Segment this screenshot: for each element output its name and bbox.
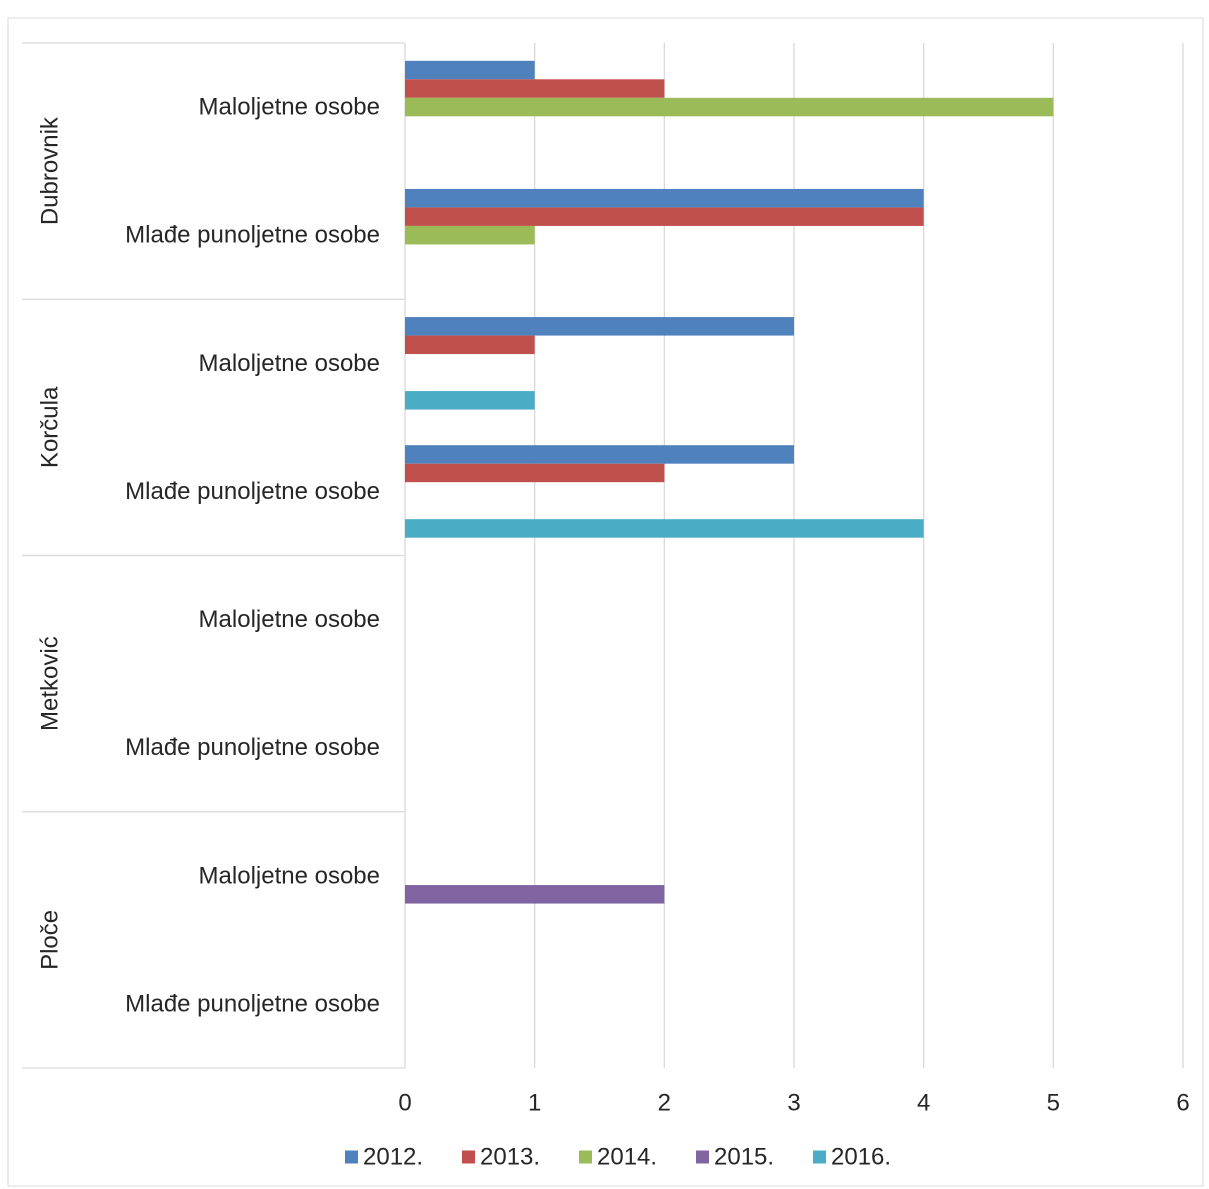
legend-swatch (579, 1150, 592, 1164)
bar-2016-3 (405, 519, 924, 538)
legend-swatch (813, 1150, 826, 1164)
legend-label: 2016. (831, 1144, 891, 1171)
category-label: Maloljetne osobe (199, 606, 380, 633)
category-label: Mlađe punoljetne osobe (125, 734, 380, 761)
bar-2014-1 (405, 225, 535, 245)
legend-label: 2012. (363, 1144, 423, 1171)
category-label: Mlađe punoljetne osobe (125, 990, 380, 1017)
bar-2012-1 (405, 188, 924, 208)
legend-swatch (696, 1150, 709, 1164)
x-tick-label: 2 (658, 1090, 671, 1117)
category-label: Mlađe punoljetne osobe (125, 478, 380, 505)
x-tick-label: 1 (528, 1090, 541, 1117)
category-label: Maloljetne osobe (199, 862, 380, 889)
group-label: Korčula (37, 386, 64, 468)
bar-2012-3 (405, 445, 794, 464)
legend-label: 2015. (714, 1144, 774, 1171)
bar-2012-0 (405, 60, 535, 80)
bar-2012-2 (405, 317, 794, 336)
bar-2016-2 (405, 391, 535, 410)
x-tick-label: 6 (1176, 1090, 1189, 1117)
x-tick-label: 5 (1047, 1090, 1060, 1117)
legend-swatch (345, 1150, 358, 1164)
x-tick-label: 3 (787, 1090, 800, 1117)
category-label: Maloljetne osobe (199, 94, 380, 121)
x-tick-label: 0 (398, 1090, 411, 1117)
bar-2013-3 (405, 463, 665, 483)
legend-label: 2014. (597, 1144, 657, 1171)
group-label: Metković (37, 636, 64, 731)
bar-2013-0 (405, 79, 665, 98)
bar-2013-1 (405, 207, 924, 226)
group-label: Ploče (37, 910, 64, 970)
bar-2015-6 (405, 885, 665, 904)
legend-label: 2013. (480, 1144, 540, 1171)
bar-2013-2 (405, 335, 535, 355)
category-label: Mlađe punoljetne osobe (125, 222, 380, 249)
group-label: Dubrovnik (37, 116, 64, 225)
legend-swatch (462, 1150, 475, 1164)
bar-2014-0 (405, 97, 1054, 117)
x-tick-label: 4 (917, 1090, 930, 1117)
category-label: Maloljetne osobe (199, 350, 380, 377)
chart-frame (7, 17, 1204, 1187)
